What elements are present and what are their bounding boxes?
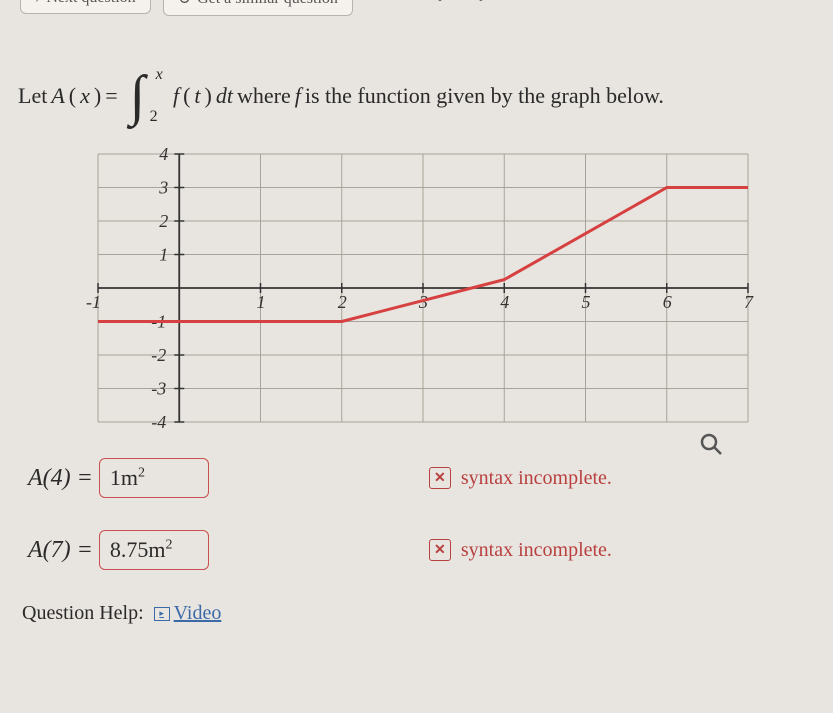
answer-row: A(4) = 1m2 ✕ syntax incomplete. (28, 458, 815, 498)
error-x-icon: ✕ (429, 467, 451, 489)
svg-text:7: 7 (744, 292, 754, 312)
integral-symbol: ∫ x 2 (130, 68, 145, 124)
function-graph: -11234567-4-3-2-11234 (58, 148, 758, 428)
integral-lower: 2 (150, 108, 158, 126)
question-content: Let A ( x ) = ∫ x 2 f ( t ) dt where f i… (0, 20, 833, 635)
answer-row: A(7) = 8.75m2 ✕ syntax incomplete. (28, 530, 815, 570)
paren: ) (94, 83, 101, 109)
svg-text:5: 5 (582, 292, 591, 312)
paren: ) (205, 83, 212, 109)
svg-text:-4: -4 (151, 412, 166, 428)
dt: dt (216, 83, 233, 109)
paren: ( (69, 83, 76, 109)
svg-text:-2: -2 (151, 345, 166, 365)
text: Let (18, 83, 47, 109)
integral-icon: ∫ (130, 65, 145, 127)
fn-A: A (51, 83, 64, 109)
svg-text:4: 4 (500, 292, 509, 312)
error-message: syntax incomplete. (461, 467, 612, 490)
answers-block: A(4) = 1m2✕syntax incomplete.A(7) = 8.75… (28, 458, 815, 570)
text: is the function given by the graph below… (305, 83, 664, 109)
answer-input[interactable]: 8.75m2 (99, 530, 209, 570)
next-question-tab[interactable]: › Next question (20, 0, 151, 14)
svg-text:2: 2 (338, 292, 347, 312)
error-x-icon: ✕ (429, 539, 451, 561)
video-label: Video (174, 602, 222, 625)
svg-text:2: 2 (159, 211, 168, 231)
question-help: Question Help: ▸ Video (22, 602, 815, 625)
text: where (237, 83, 291, 109)
answer-label: A(4) = (28, 465, 93, 492)
magnifier-icon[interactable] (699, 432, 723, 456)
video-link[interactable]: ▸ Video (154, 602, 222, 625)
integral-upper: x (156, 66, 163, 84)
svg-text:4: 4 (159, 148, 168, 164)
error-message: syntax incomplete. (461, 539, 612, 562)
svg-text:3: 3 (158, 178, 168, 198)
question-prompt: Let A ( x ) = ∫ x 2 f ( t ) dt where f i… (18, 68, 815, 124)
chevron-right-icon: › (35, 0, 40, 7)
paren: ( (183, 83, 190, 109)
var-x: x (80, 83, 90, 109)
similar-question-tab[interactable]: ↻ Get a similar question (163, 0, 353, 16)
fn-f: f (295, 83, 301, 109)
top-tabs-bar: › Next question ↻ Get a similar question… (0, 0, 833, 20)
refresh-icon: ↻ (178, 0, 191, 9)
graph-container: -11234567-4-3-2-11234 (58, 148, 815, 428)
svg-text:-3: -3 (151, 379, 166, 399)
answer-input[interactable]: 1m2 (99, 458, 209, 498)
play-icon: ▸ (154, 607, 170, 621)
svg-text:1: 1 (257, 292, 266, 312)
fn-f: f (173, 83, 179, 109)
equals: = (105, 83, 117, 109)
svg-text:1: 1 (159, 245, 168, 265)
svg-text:-1: -1 (86, 292, 101, 312)
help-label: Question Help: (22, 602, 144, 625)
svg-text:6: 6 (663, 292, 672, 312)
answer-label: A(7) = (28, 537, 93, 564)
var-t: t (194, 83, 200, 109)
tab-label: Get a similar question (197, 0, 338, 8)
retry-note: You can retry this quest (365, 0, 507, 3)
tab-label: Next question (46, 0, 135, 7)
